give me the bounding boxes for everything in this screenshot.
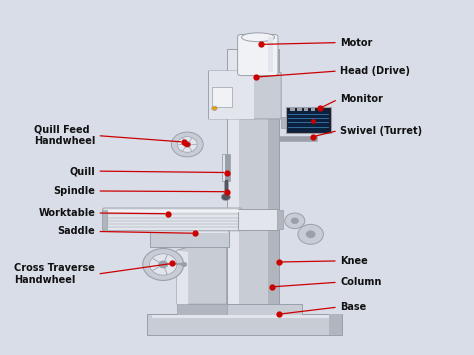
Circle shape (183, 142, 191, 147)
Circle shape (159, 261, 168, 268)
FancyBboxPatch shape (237, 34, 278, 76)
Text: Knee: Knee (340, 256, 368, 266)
Text: Quill Feed
Handwheel: Quill Feed Handwheel (34, 125, 95, 146)
Text: Monitor: Monitor (340, 94, 383, 104)
Circle shape (182, 262, 187, 267)
Bar (227, 49, 279, 304)
Polygon shape (177, 304, 227, 315)
Circle shape (172, 132, 203, 157)
Text: Quill: Quill (69, 166, 95, 176)
Bar (277, 210, 283, 229)
FancyBboxPatch shape (103, 208, 242, 231)
Text: Cross Traverse
Handwheel: Cross Traverse Handwheel (14, 263, 95, 285)
Polygon shape (147, 314, 342, 335)
Text: Head (Drive): Head (Drive) (340, 66, 410, 76)
Text: Worktable: Worktable (38, 208, 95, 218)
Bar (310, 108, 315, 111)
Bar (238, 209, 279, 230)
Polygon shape (329, 314, 342, 335)
Bar (267, 49, 279, 304)
Text: Swivel (Turret): Swivel (Turret) (340, 126, 422, 136)
Circle shape (298, 224, 323, 244)
Text: Motor: Motor (340, 38, 373, 48)
Bar (102, 210, 108, 229)
Bar (267, 37, 273, 72)
Bar (286, 106, 331, 133)
Text: Base: Base (340, 302, 366, 312)
Polygon shape (209, 71, 281, 119)
Circle shape (285, 213, 305, 229)
Bar (212, 87, 232, 106)
Text: Saddle: Saddle (57, 226, 95, 236)
Bar (106, 210, 239, 212)
Bar (228, 50, 239, 304)
Bar (224, 179, 228, 197)
Bar (290, 108, 295, 111)
Bar (245, 36, 271, 43)
Bar (209, 71, 255, 119)
Bar (223, 155, 225, 181)
Circle shape (212, 106, 217, 110)
Bar (304, 108, 309, 111)
Text: Spindle: Spindle (53, 186, 95, 196)
Bar (281, 117, 287, 128)
Bar (193, 304, 301, 315)
Polygon shape (177, 241, 227, 304)
Bar (279, 136, 318, 141)
Bar (150, 230, 228, 233)
Circle shape (143, 248, 183, 280)
Polygon shape (177, 250, 188, 304)
Text: Column: Column (340, 277, 382, 287)
Bar (297, 108, 301, 111)
Bar (222, 154, 230, 181)
Circle shape (177, 137, 197, 152)
Circle shape (150, 254, 177, 275)
Circle shape (306, 231, 315, 238)
Bar (150, 230, 229, 247)
Circle shape (291, 218, 299, 224)
Bar (152, 315, 338, 318)
Ellipse shape (241, 33, 274, 42)
Bar (288, 111, 329, 132)
Circle shape (221, 193, 230, 201)
